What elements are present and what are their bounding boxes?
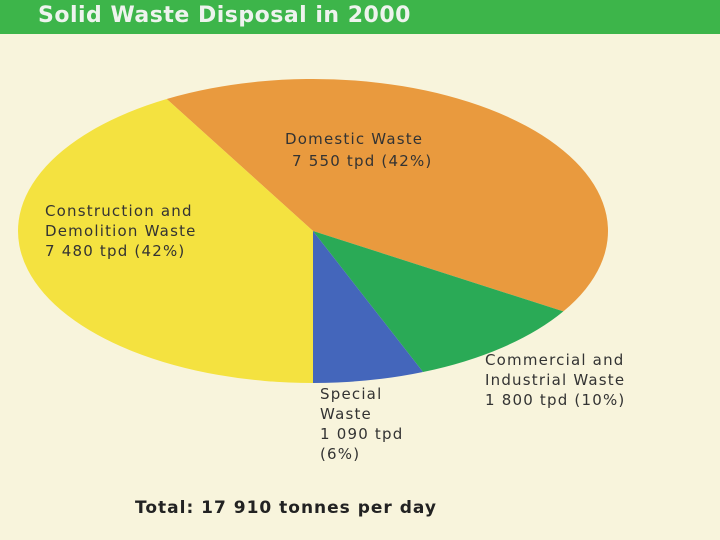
- value-label: 7 550 tpd (42%): [292, 152, 433, 170]
- slice-label: Commercial and Industrial Waste: [485, 351, 626, 389]
- chart-title: Solid Waste Disposal in 2000: [38, 3, 411, 28]
- pie-slice: [166, 78, 609, 312]
- header-bar: Solid Waste Disposal in 2000: [0, 0, 720, 34]
- value-label: 7 480 tpd (42%): [45, 242, 186, 260]
- annotation: Total: 17 910 tonnes per day: [135, 498, 437, 518]
- pie-slice: [313, 231, 424, 383]
- slice-label: Construction and Demolition Waste: [45, 202, 197, 240]
- value-label: 1 800 tpd (10%): [485, 391, 626, 409]
- slice-label: Domestic Waste: [285, 130, 424, 148]
- slice-label: Special Waste: [320, 385, 383, 423]
- pie-slice: [313, 231, 564, 373]
- value-label: 1 090 tpd (6%): [320, 425, 404, 463]
- pie-slice: [18, 99, 313, 383]
